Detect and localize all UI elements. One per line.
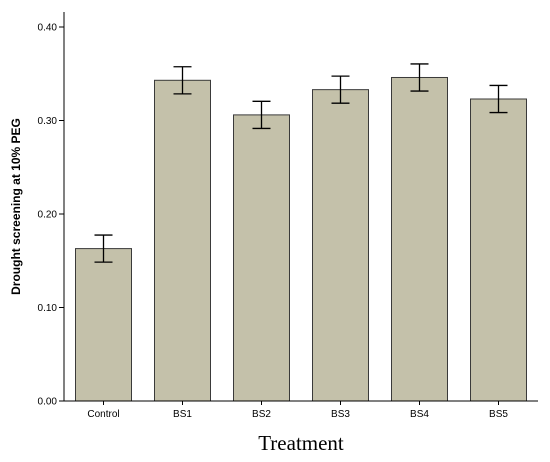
x-tick-label: BS1: [173, 409, 192, 420]
bar-bs4: [391, 76, 448, 402]
y-tick-label: 0.30: [38, 116, 58, 127]
x-tick-label: BS3: [331, 409, 350, 420]
y-axis-ticks: 0.00 0.10 0.20 0.30 0.40: [38, 23, 64, 408]
bar-bs3: [312, 89, 369, 402]
y-tick-label: 0.40: [38, 23, 58, 34]
bar-bs2: [233, 114, 290, 402]
x-axis-label: Treatment: [258, 431, 344, 455]
x-tick-label: BS4: [410, 409, 429, 420]
x-tick-label: Control: [87, 409, 119, 420]
bar-bs1: [154, 79, 211, 402]
y-tick-label: 0.10: [38, 303, 58, 314]
bars: [75, 76, 527, 402]
bar-bs5: [470, 98, 527, 402]
x-tick-label: BS5: [489, 409, 508, 420]
y-axis-label: Drought screening at 10% PEG: [9, 118, 23, 295]
x-axis-ticks: Control BS1 BS2 BS3 BS4 BS5: [87, 401, 508, 420]
y-tick-label: 0.20: [38, 210, 58, 221]
bar-control: [75, 248, 132, 402]
error-bars: [94, 63, 508, 263]
y-tick-label: 0.00: [38, 397, 58, 408]
x-tick-label: BS2: [252, 409, 271, 420]
